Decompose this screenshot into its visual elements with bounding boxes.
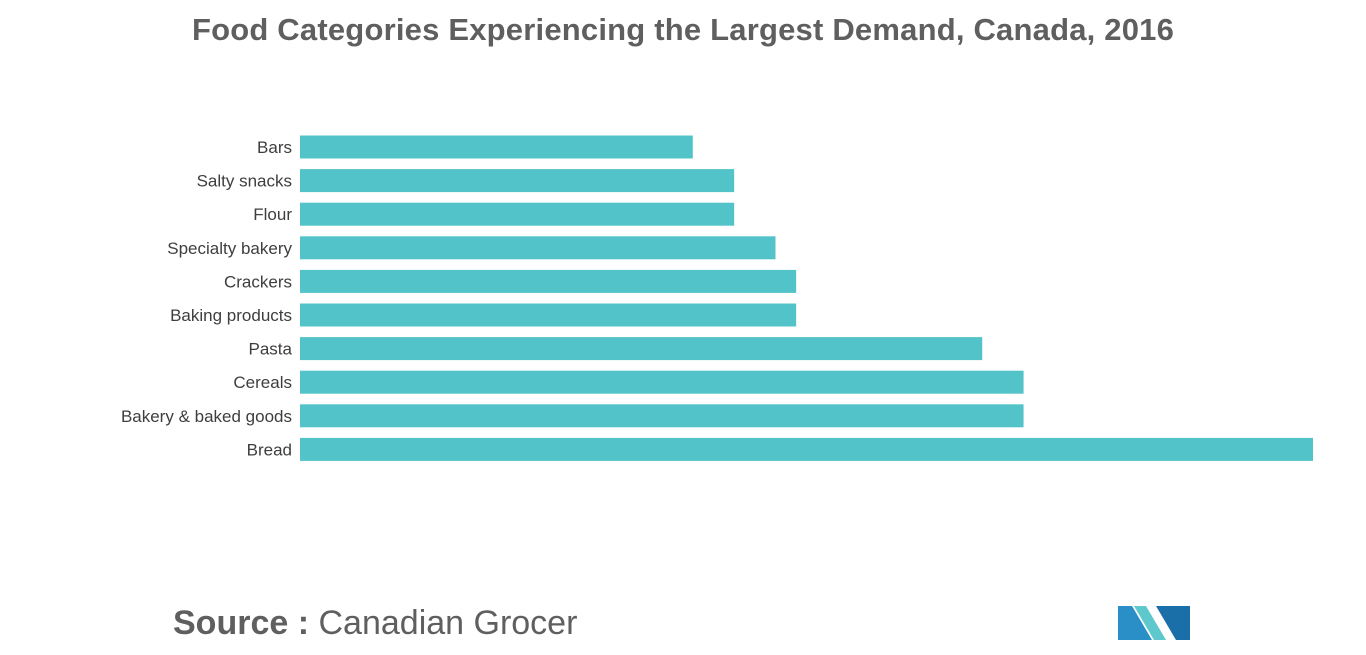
category-label-bakery-and-baked-goods: Bakery & baked goods — [121, 407, 292, 426]
bar-specialty-bakery — [300, 236, 776, 260]
bar-bread — [300, 437, 1313, 461]
bar-bars — [300, 135, 693, 159]
bar-baking-products — [300, 303, 797, 327]
bar-crackers — [300, 269, 797, 293]
category-label-salty-snacks: Salty snacks — [197, 172, 292, 191]
category-label-pasta: Pasta — [249, 340, 293, 359]
bar-chart: Bars Salty snacks Flour Specialty bakery Cra… — [121, 135, 1313, 461]
source-text: Canadian Grocer — [318, 604, 578, 642]
category-label-flour: Flour — [253, 205, 292, 224]
category-label-bars: Bars — [257, 138, 292, 157]
category-label-bread: Bread — [247, 440, 292, 459]
logo-right-shape — [1156, 606, 1190, 640]
bar-cereals — [300, 370, 1024, 394]
chart-title: Food Categories Experiencing the Largest… — [191, 12, 1175, 47]
category-label-baking-products: Baking products — [170, 306, 292, 325]
source-note: Source : Canadian Grocer — [173, 604, 577, 643]
category-label-crackers: Crackers — [224, 272, 292, 291]
logo-left-shape — [1118, 606, 1152, 640]
bar-pasta — [300, 337, 983, 361]
logo-middle-shape — [1134, 606, 1166, 640]
source-label: Source : — [173, 604, 310, 642]
bar-bakery-and-baked-goods — [300, 404, 1024, 428]
category-label-cereals: Cereals — [233, 373, 292, 392]
category-label-specialty-bakery: Specialty bakery — [167, 239, 292, 258]
bar-salty-snacks — [300, 169, 735, 193]
mordor-intelligence-logo-icon — [1118, 606, 1190, 640]
bar-flour — [300, 202, 735, 226]
